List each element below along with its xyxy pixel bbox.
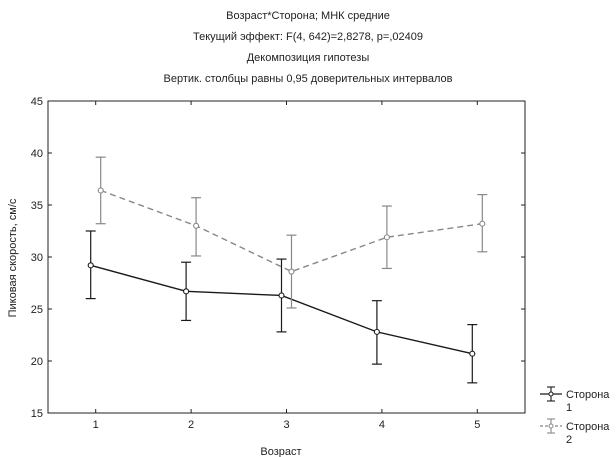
y-tick-label: 20 bbox=[31, 356, 43, 368]
series-2 bbox=[95, 156, 488, 309]
y-axis-label: Пиковая скорость, см/с bbox=[7, 198, 19, 317]
x-tick-label: 3 bbox=[283, 419, 289, 431]
legend-label: Сторона bbox=[566, 421, 610, 433]
plot-frame bbox=[47, 100, 526, 414]
y-tick-label: 35 bbox=[31, 200, 43, 212]
x-tick-label: 5 bbox=[474, 419, 480, 431]
data-point bbox=[469, 350, 476, 357]
series-layer bbox=[85, 156, 488, 384]
y-tick-label: 45 bbox=[31, 96, 43, 108]
legend-label-sub: 1 bbox=[566, 402, 572, 414]
data-point bbox=[97, 187, 104, 194]
data-point bbox=[383, 234, 390, 241]
x-tick-label: 2 bbox=[188, 419, 194, 431]
y-tick-label: 15 bbox=[31, 408, 43, 420]
data-point bbox=[373, 328, 380, 335]
chart-title-line-4: Вертик. столбцы равны 0,95 доверительных… bbox=[163, 73, 453, 85]
chart-title-line-1: Возраст*Сторона; МНК средние bbox=[226, 10, 390, 22]
legend-marker bbox=[548, 423, 554, 429]
chart-title-line-2: Текущий эффект: F(4, 642)=2,8278, p=,024… bbox=[193, 31, 423, 43]
x-tick-label: 4 bbox=[379, 419, 385, 431]
y-tick-label: 30 bbox=[31, 252, 43, 264]
series-1 bbox=[85, 230, 478, 384]
x-axis-label: Возраст bbox=[260, 446, 301, 457]
data-point bbox=[87, 262, 94, 269]
legend-marker bbox=[548, 391, 554, 397]
data-point bbox=[479, 220, 486, 227]
legend-label-sub: 2 bbox=[566, 434, 572, 446]
y-tick-label: 25 bbox=[31, 304, 43, 316]
data-point bbox=[288, 268, 295, 275]
data-point bbox=[278, 292, 285, 299]
chart-title-line-3: Декомпозиция гипотезы bbox=[246, 52, 370, 64]
series-line bbox=[100, 189, 483, 273]
data-point bbox=[183, 288, 190, 295]
legend-label: Сторона bbox=[566, 389, 610, 401]
y-tick-label: 40 bbox=[31, 148, 43, 160]
x-tick-label: 1 bbox=[93, 419, 99, 431]
data-point bbox=[193, 222, 200, 229]
chart-title-block: Возраст*Сторона; МНК средние Текущий эфф… bbox=[0, 6, 616, 90]
